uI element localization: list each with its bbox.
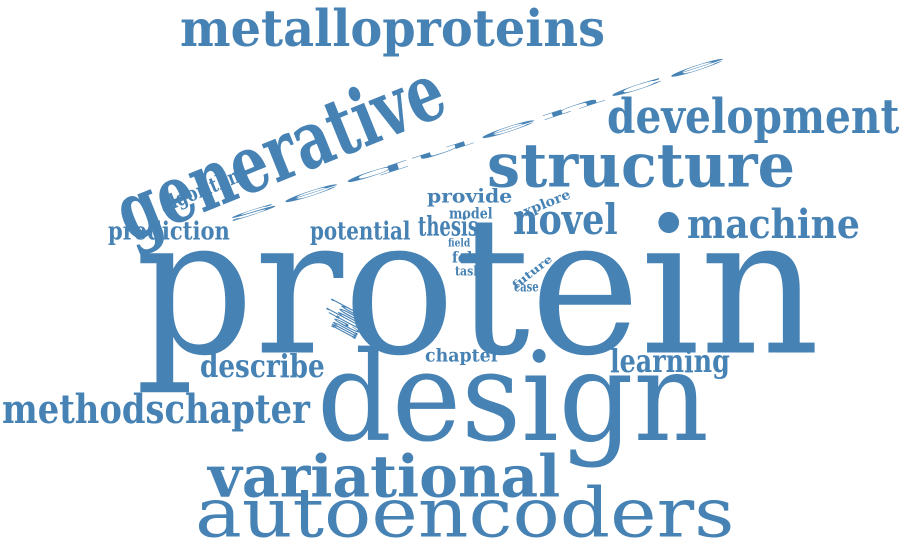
word-protein: protein [135, 176, 820, 399]
word-autoencoders: autoencoders [195, 474, 735, 551]
word-methodschapter: methodschapter [2, 387, 310, 433]
word-prediction: prediction [108, 215, 230, 246]
word-metalloproteins: metalloproteins [180, 0, 606, 58]
word-model: model [449, 205, 493, 223]
word-describe: describe [200, 348, 325, 385]
word-provide: provide [427, 185, 513, 208]
word-learning: learning [610, 343, 730, 380]
word-machine: machine [687, 202, 860, 248]
word-potential: potential [310, 215, 411, 246]
word-case: case [514, 279, 539, 296]
word-structure: structure [487, 130, 796, 202]
word-field: field [448, 235, 471, 250]
word-development: development [607, 90, 900, 145]
word-fold: fold [452, 249, 482, 267]
word-variational: variational [208, 442, 561, 511]
word-novel: novel [513, 195, 618, 244]
word-thesis: thesis [418, 210, 478, 243]
word-task: task [455, 263, 481, 279]
word-chapter: chapter [425, 345, 500, 367]
word-design: design [317, 326, 709, 470]
